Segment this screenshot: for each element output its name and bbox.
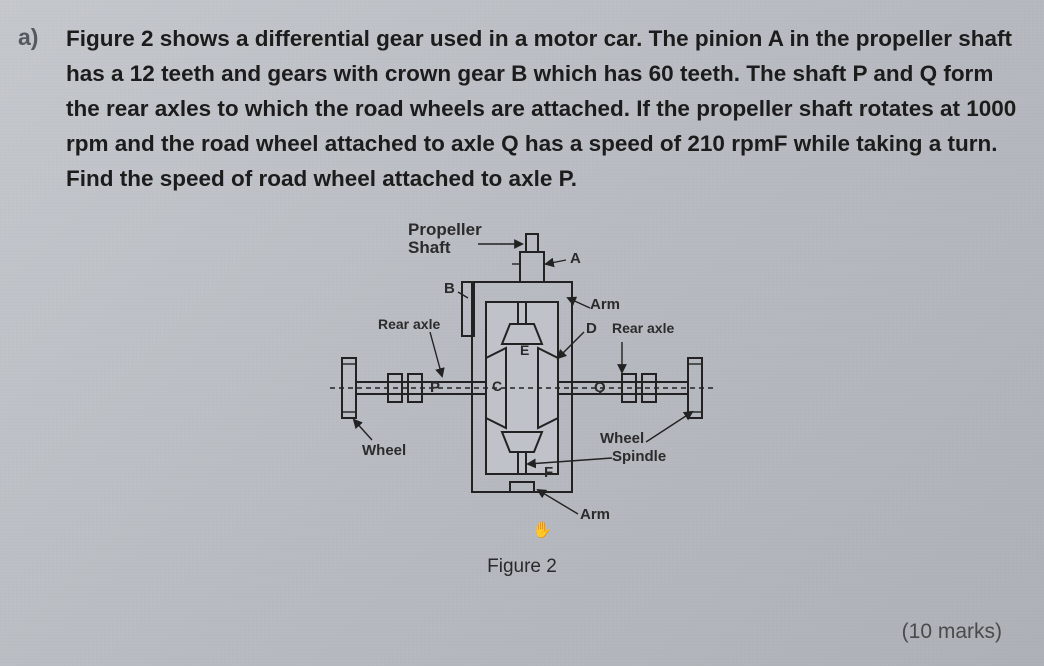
- label-F: F: [544, 464, 553, 481]
- label-spindle: Spindle: [612, 448, 666, 465]
- label-propeller: Propeller: [408, 220, 482, 240]
- figure-caption: Figure 2: [322, 556, 722, 578]
- question-label: a): [18, 22, 52, 51]
- label-rear-axle-left: Rear axle: [378, 316, 440, 332]
- label-arm-top: Arm: [590, 296, 620, 313]
- question-text: Figure 2 shows a differential gear used …: [66, 22, 1026, 196]
- label-C: C: [492, 378, 502, 394]
- label-A: A: [570, 250, 581, 267]
- label-E: E: [520, 342, 529, 358]
- differential-svg: [322, 224, 722, 564]
- label-shaft: Shaft: [408, 238, 451, 258]
- label-D: D: [586, 320, 597, 337]
- figure-diagram: Propeller Shaft A B Arm Rear axle Rear a…: [322, 224, 722, 584]
- marks-label: (10 marks): [902, 620, 1002, 644]
- label-wheel-left: Wheel: [362, 442, 406, 459]
- label-rear-axle-right: Rear axle: [612, 320, 674, 336]
- label-arm-bottom: Arm: [580, 506, 610, 523]
- label-Q: Q: [594, 379, 606, 396]
- cursor-hand-icon: ✋: [532, 520, 552, 540]
- label-P: P: [430, 379, 440, 396]
- label-B: B: [444, 280, 455, 297]
- label-wheel-right: Wheel: [600, 430, 644, 447]
